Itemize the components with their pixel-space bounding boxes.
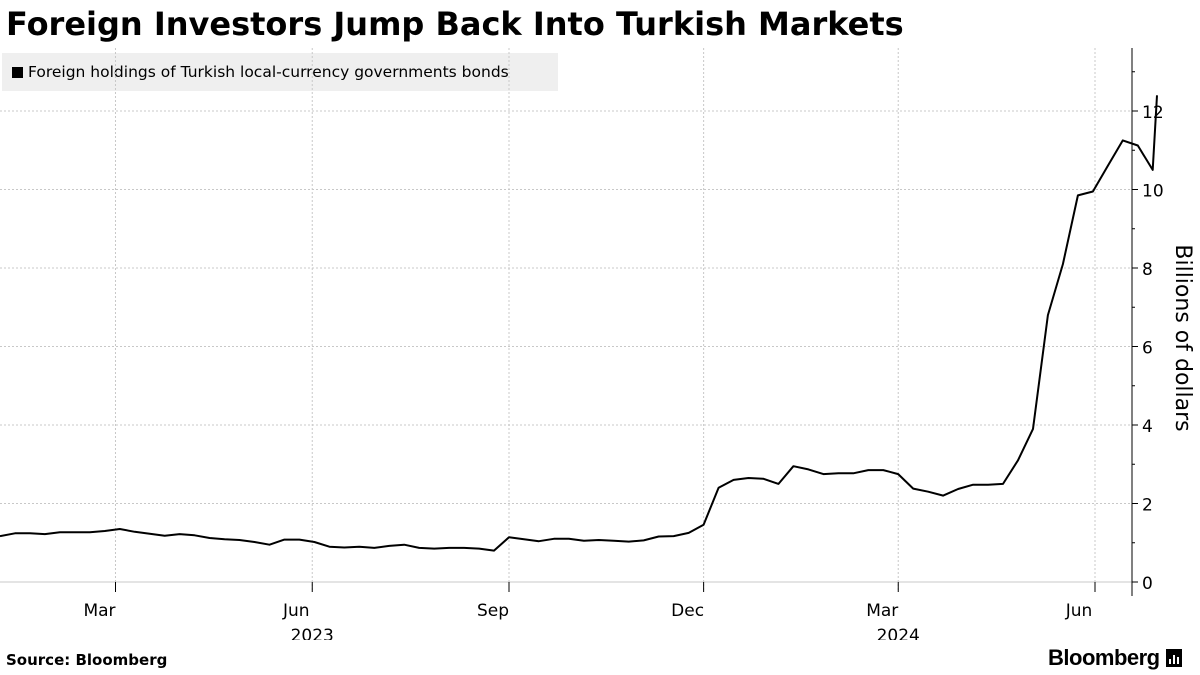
year-label: 2023 <box>291 626 334 640</box>
y-axis-label: Billions of dollars <box>1170 244 1195 431</box>
series-line <box>0 95 1158 552</box>
line-chart: 0 2 4 6 8 10 12 Mar Jun Sep Dec Mar Jun 2023 2024 Bill… <box>0 48 1195 640</box>
y-tick-label: 2 <box>1142 496 1153 516</box>
year-label: 2024 <box>877 626 920 640</box>
x-tick-label: Mar <box>83 601 115 621</box>
grid-lines <box>0 48 1132 592</box>
y-tick-label: 12 <box>1142 103 1164 123</box>
axes <box>114 48 1138 596</box>
y-tick-label: 8 <box>1142 260 1153 280</box>
legend: Foreign holdings of Turkish local-curren… <box>2 53 558 91</box>
y-tick-label: 4 <box>1142 417 1153 437</box>
legend-label: Foreign holdings of Turkish local-curren… <box>28 63 509 81</box>
chart-title: Foreign Investors Jump Back Into Turkish… <box>6 5 904 43</box>
x-tick-label: Mar <box>866 601 898 621</box>
source-note: Source: Bloomberg <box>6 651 168 669</box>
y-tick-label: 6 <box>1142 339 1153 359</box>
y-tick-label: 10 <box>1142 182 1164 202</box>
x-tick-label: Dec <box>671 601 704 621</box>
x-tick-label: Jun <box>282 601 310 621</box>
series-layer <box>0 95 1158 552</box>
brand-wordmark: Bloomberg <box>1048 645 1160 670</box>
x-tick-label: Sep <box>477 601 509 621</box>
tick-labels: 0 2 4 6 8 10 12 Mar Jun Sep Dec Mar Jun 2023 2024 <box>83 103 1163 640</box>
legend-swatch <box>12 66 23 78</box>
y-tick-label: 0 <box>1142 574 1153 594</box>
brand-logo: Bloomberg <box>1048 645 1182 671</box>
bloomberg-chart-icon <box>1165 649 1182 667</box>
x-tick-label: Jun <box>1065 601 1093 621</box>
